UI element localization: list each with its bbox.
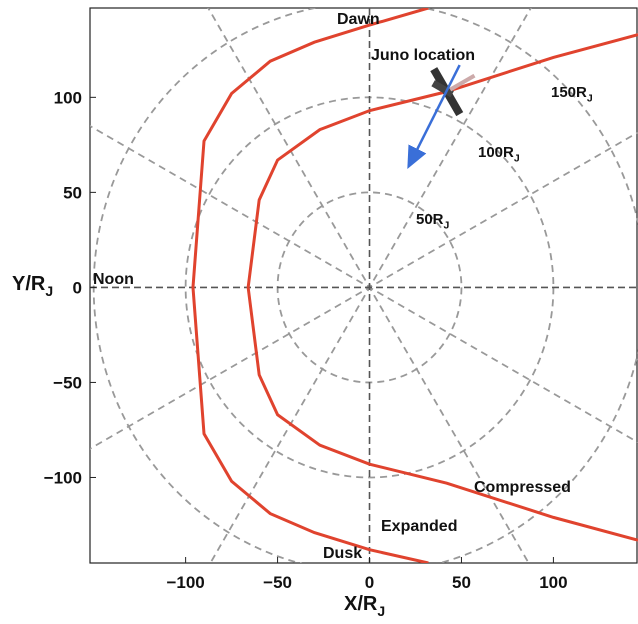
x-axis-label: X/RJ bbox=[344, 593, 385, 619]
direction-label: Dusk bbox=[323, 545, 362, 562]
juno-arrow bbox=[407, 64, 461, 169]
ring-label-sub: J bbox=[444, 220, 450, 232]
ring-label-main: 50R bbox=[416, 211, 444, 228]
ring-label-main: 100R bbox=[478, 144, 514, 161]
x-axis-label-sub: J bbox=[377, 603, 385, 619]
boundary-line bbox=[246, 33, 638, 542]
plot-frame bbox=[89, 7, 638, 564]
ring-label-sub: J bbox=[514, 153, 520, 165]
y-tick-label: 0 bbox=[73, 278, 82, 297]
ring-label: 150RJ bbox=[551, 84, 593, 105]
y-tick-label: 50 bbox=[63, 183, 82, 202]
juno-boom bbox=[449, 73, 476, 92]
annotation: Juno location bbox=[371, 47, 475, 64]
y-tick-label: −100 bbox=[44, 468, 82, 487]
x-tick-label: 0 bbox=[365, 573, 374, 592]
y-axis-label-sub: J bbox=[45, 283, 53, 299]
x-tick-label: −50 bbox=[263, 573, 292, 592]
y-tick-label: −50 bbox=[53, 373, 82, 392]
y-axis-label-main: Y/R bbox=[12, 273, 46, 295]
series-label: Compressed bbox=[474, 479, 571, 496]
plot-area bbox=[90, 8, 638, 563]
direction-label: Noon bbox=[93, 271, 134, 288]
ring-label-main: 150R bbox=[551, 84, 587, 101]
ring-label-sub: J bbox=[587, 93, 593, 105]
ring-label: 100RJ bbox=[478, 144, 520, 165]
boundary-line bbox=[191, 8, 429, 563]
y-axis-label: Y/RJ bbox=[12, 273, 53, 299]
ring-label: 50RJ bbox=[416, 211, 450, 232]
juno-panel bbox=[431, 80, 454, 98]
y-tick-label: 100 bbox=[54, 88, 82, 107]
x-tick-label: 100 bbox=[539, 573, 567, 592]
series-label: Expanded bbox=[381, 518, 457, 535]
direction-label: Dawn bbox=[337, 11, 380, 28]
x-tick-label: 50 bbox=[452, 573, 471, 592]
x-axis-label-main: X/R bbox=[344, 593, 378, 615]
x-tick-label: −100 bbox=[166, 573, 204, 592]
